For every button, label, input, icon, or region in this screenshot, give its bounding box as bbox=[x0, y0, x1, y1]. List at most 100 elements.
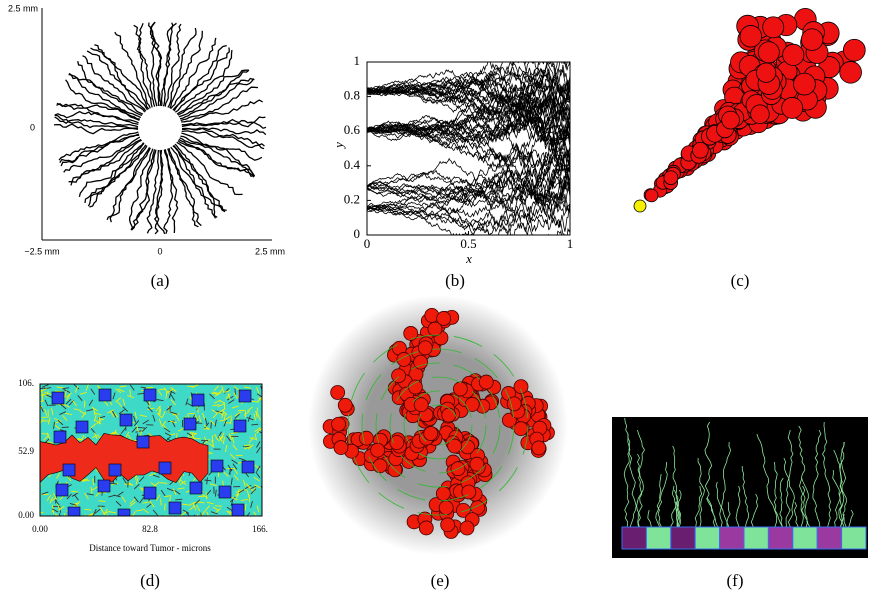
tick-label: 0 bbox=[364, 236, 371, 251]
cell bbox=[763, 17, 784, 38]
cell bbox=[359, 431, 373, 445]
cell bbox=[418, 341, 432, 355]
vessel-segment bbox=[695, 527, 719, 549]
cell bbox=[373, 459, 387, 473]
panel-b: x y (b) 00.20.40.60.8100.51 bbox=[331, 19, 573, 290]
vessel-segment bbox=[817, 527, 841, 549]
x-label: x bbox=[465, 251, 472, 266]
vessel-segment bbox=[768, 527, 792, 549]
cell bbox=[424, 427, 438, 441]
cell bbox=[645, 189, 658, 202]
vessel bbox=[144, 389, 156, 401]
fiber bbox=[238, 410, 245, 411]
cell bbox=[756, 63, 775, 82]
cell bbox=[758, 42, 779, 63]
cell bbox=[801, 29, 823, 51]
tick-label: 0.00 bbox=[18, 510, 34, 520]
branch bbox=[132, 150, 156, 231]
vessel-segment bbox=[671, 527, 695, 549]
caption: (a) bbox=[151, 271, 170, 290]
vessel-segment bbox=[622, 527, 646, 549]
fiber bbox=[130, 389, 131, 396]
tick-label: 0.4 bbox=[344, 157, 361, 172]
cell bbox=[392, 369, 406, 383]
fiber bbox=[138, 427, 145, 428]
cell bbox=[331, 385, 345, 399]
cell bbox=[664, 171, 678, 185]
walks bbox=[367, 19, 570, 258]
cell bbox=[453, 382, 467, 396]
vessel bbox=[56, 484, 68, 496]
fiber bbox=[207, 477, 208, 484]
tick-label: −2.5 mm bbox=[24, 246, 59, 256]
tick-label: 0 bbox=[354, 226, 361, 241]
panel-a: 2.5 mm 0 −2.5 mm 0 2.5 mm (a) bbox=[8, 3, 285, 290]
cell bbox=[843, 39, 865, 61]
panel-f: (f) bbox=[612, 417, 868, 590]
caption: (c) bbox=[731, 271, 750, 290]
caption: (d) bbox=[140, 571, 160, 590]
vessel bbox=[219, 486, 231, 498]
cell bbox=[532, 441, 546, 455]
cell bbox=[404, 326, 418, 340]
branch bbox=[171, 147, 225, 212]
tick-label: 106. bbox=[18, 378, 34, 388]
vessel bbox=[184, 418, 196, 430]
fiber bbox=[224, 402, 225, 409]
tick-label: 1 bbox=[567, 236, 574, 251]
tick-label: 0.6 bbox=[344, 122, 361, 137]
vessel bbox=[169, 502, 181, 514]
cell bbox=[436, 487, 450, 501]
cell bbox=[479, 375, 493, 389]
vessel bbox=[242, 461, 254, 473]
tick-label: 0.00 bbox=[32, 524, 48, 534]
vessel-segment bbox=[842, 527, 866, 549]
cell bbox=[692, 142, 708, 158]
tick-label: 0 bbox=[30, 122, 35, 132]
tick-label: 0.5 bbox=[460, 236, 476, 251]
cell bbox=[414, 398, 428, 412]
branch bbox=[55, 117, 138, 127]
cell bbox=[782, 97, 803, 118]
vessel bbox=[234, 420, 246, 432]
vessel bbox=[211, 460, 223, 472]
vessel bbox=[68, 507, 80, 519]
vessel-segment bbox=[744, 527, 768, 549]
branch bbox=[155, 150, 165, 234]
tick-label: 1 bbox=[354, 53, 361, 68]
cell bbox=[462, 485, 476, 499]
vessel bbox=[99, 389, 111, 401]
branch bbox=[87, 51, 146, 111]
cell bbox=[419, 521, 433, 535]
vessel bbox=[144, 487, 156, 499]
tick-label: 0.2 bbox=[344, 191, 360, 206]
panel-d: (d) Distance toward Tumor - microns 106.… bbox=[18, 378, 268, 590]
vessel bbox=[109, 464, 121, 476]
vessel bbox=[118, 509, 130, 521]
vessel bbox=[98, 480, 110, 492]
branch bbox=[178, 70, 249, 115]
caption: (b) bbox=[445, 271, 465, 290]
cell bbox=[465, 397, 479, 411]
cell bbox=[441, 518, 455, 532]
vessel bbox=[52, 392, 64, 404]
fiber bbox=[161, 498, 162, 505]
cell bbox=[740, 25, 762, 47]
cell bbox=[334, 441, 348, 455]
vessel bbox=[192, 394, 204, 406]
caption: (f) bbox=[727, 571, 744, 590]
branch bbox=[78, 61, 143, 114]
cell bbox=[722, 111, 740, 129]
branch bbox=[69, 73, 142, 115]
vessel bbox=[76, 421, 88, 433]
cell bbox=[332, 417, 346, 431]
cell bbox=[371, 443, 385, 457]
cell bbox=[514, 380, 528, 394]
vessel-segment bbox=[646, 527, 670, 549]
tick-label: 166. bbox=[252, 524, 268, 534]
vessel bbox=[159, 462, 171, 474]
panel-c: (c) bbox=[634, 8, 865, 289]
vessel bbox=[239, 390, 251, 402]
vessel bbox=[232, 504, 244, 516]
cell bbox=[840, 61, 862, 83]
